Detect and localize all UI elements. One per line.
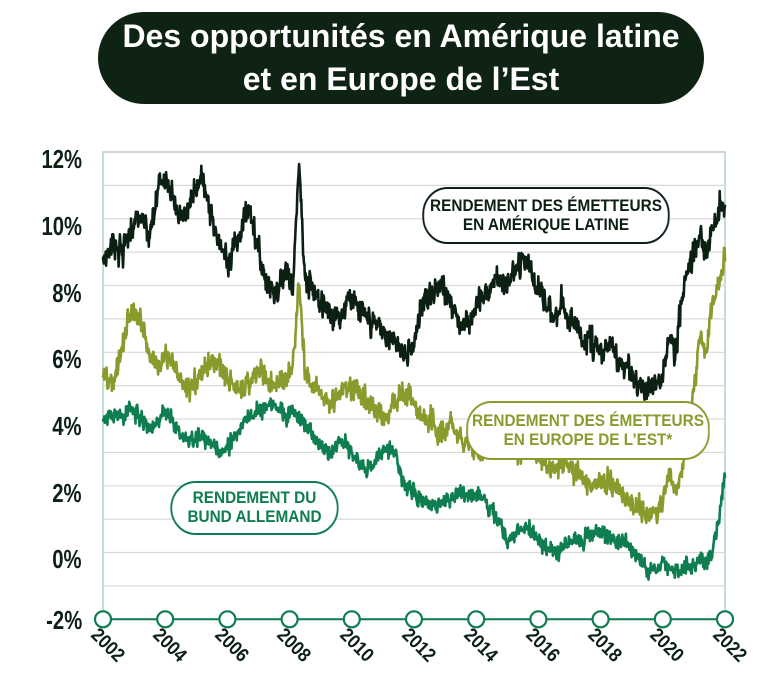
svg-text:2022: 2022 [709,623,752,666]
svg-text:2020: 2020 [646,623,689,666]
svg-text:2002: 2002 [87,623,130,666]
svg-text:2016: 2016 [522,623,565,666]
svg-text:2014: 2014 [460,623,503,666]
svg-text:2012: 2012 [398,623,441,666]
svg-text:2004: 2004 [149,623,192,666]
svg-text:2008: 2008 [273,623,316,666]
svg-text:2006: 2006 [211,623,254,666]
svg-text:2010: 2010 [336,623,379,666]
svg-text:2018: 2018 [584,623,627,666]
